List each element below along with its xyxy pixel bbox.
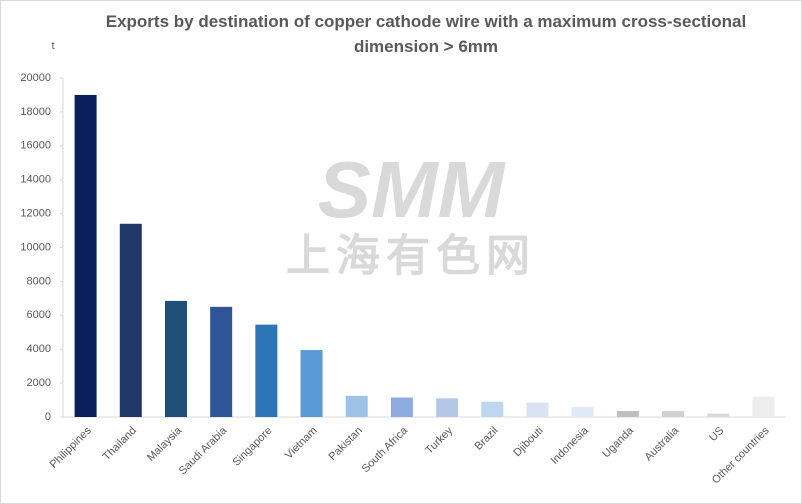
x-tick-label: Indonesia	[549, 424, 592, 467]
y-tick-label: 18000	[20, 106, 51, 118]
y-axis-label: t	[51, 40, 54, 52]
x-tick-label: Pakistan	[327, 425, 365, 463]
watermark: 上海有色网	[286, 232, 536, 281]
bar	[571, 406, 594, 417]
x-tick-label: Australia	[642, 424, 681, 463]
x-tick-label: Vietnam	[283, 425, 320, 462]
x-tick-label: Malaysia	[145, 424, 185, 464]
x-tick-label: Singapore	[231, 425, 275, 469]
x-tick-label: Thailand	[101, 425, 139, 463]
y-tick-label: 4000	[27, 343, 51, 355]
x-tick-label: Djibouti	[511, 425, 545, 459]
y-tick-label: 16000	[20, 140, 51, 152]
y-tick-label: 14000	[20, 174, 51, 186]
y-tick-label: 12000	[20, 208, 51, 220]
x-tick-label: US	[707, 425, 726, 444]
bar	[526, 402, 549, 417]
y-tick-label: 10000	[20, 241, 51, 253]
y-tick-label: 0	[45, 411, 51, 423]
x-tick-label: Uganda	[600, 424, 636, 460]
watermark: SMM	[318, 145, 507, 234]
bar	[707, 413, 730, 417]
x-tick-label: Philippines	[48, 424, 94, 470]
bar	[481, 401, 504, 417]
bar	[752, 396, 775, 417]
bar	[119, 223, 142, 417]
bar	[74, 94, 97, 417]
bar	[662, 411, 685, 417]
y-tick-label: 8000	[27, 275, 51, 287]
bar	[210, 306, 233, 417]
y-tick-label: 2000	[27, 377, 51, 389]
bar	[255, 324, 278, 417]
bar	[164, 300, 187, 417]
bar	[436, 398, 459, 417]
bar	[300, 350, 323, 417]
bar	[616, 411, 639, 417]
x-tick-label: South Africa	[360, 424, 411, 475]
y-tick-label: 20000	[20, 72, 51, 84]
chart-title: Exports by destination of copper cathode…	[105, 12, 747, 56]
x-tick-label: Turkey	[423, 424, 455, 456]
x-tick-label: Saudi Arabia	[177, 424, 230, 477]
y-tick-label: 6000	[27, 309, 51, 321]
x-tick-label: Brazil	[473, 425, 501, 453]
bar	[390, 397, 413, 417]
bar	[345, 395, 368, 417]
